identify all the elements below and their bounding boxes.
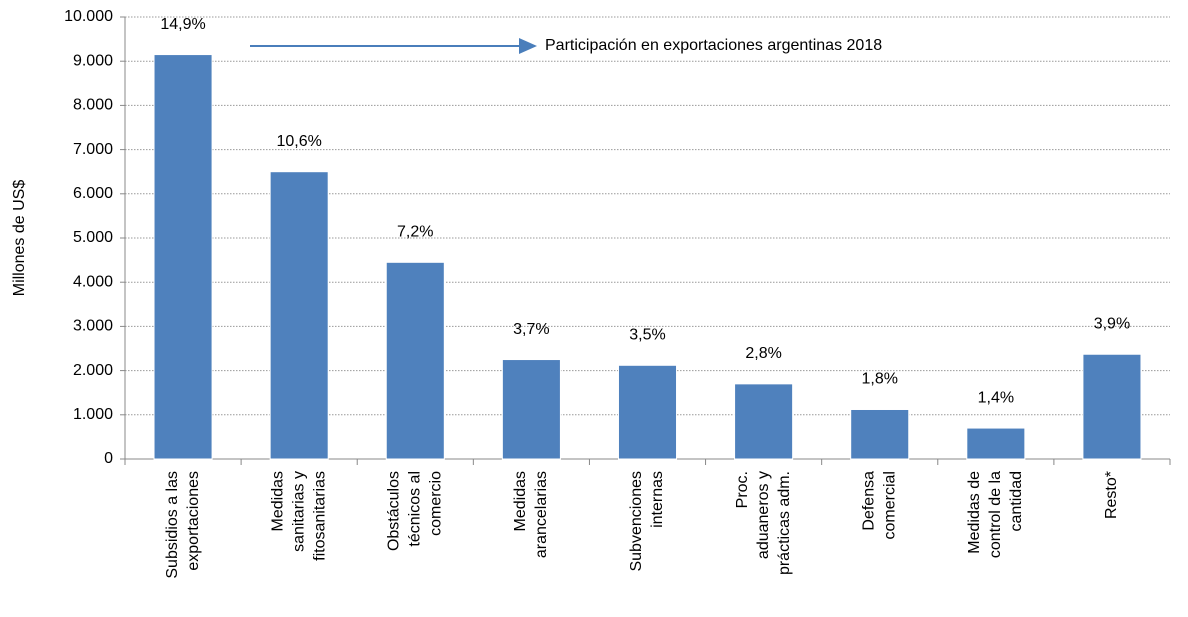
y-tick-label: 2.000 — [73, 362, 113, 379]
x-tick-label: aduaneros y — [755, 471, 772, 559]
data-label: 2,8% — [745, 345, 781, 362]
data-label: 3,9% — [1094, 315, 1130, 332]
data-label: 14,9% — [160, 16, 205, 33]
y-tick-label: 10.000 — [64, 8, 113, 25]
bar — [385, 261, 445, 460]
x-tick-label: comercial — [881, 471, 898, 539]
y-tick-label: 7.000 — [73, 141, 113, 158]
x-tick-label: técnicos al — [406, 471, 423, 547]
x-tick-label: fitosanitarias — [311, 471, 328, 561]
bar — [153, 54, 213, 460]
x-tick-label: control de la — [987, 471, 1004, 558]
x-tick-label: exportaciones — [185, 471, 202, 571]
x-tick-label: internas — [649, 471, 666, 528]
bar — [617, 364, 678, 460]
x-tick-label: Resto* — [1103, 471, 1120, 519]
x-tick-label: cantidad — [1008, 471, 1025, 532]
x-tick-label: Medidas — [269, 471, 286, 531]
x-tick-label: Defensa — [860, 471, 877, 531]
y-tick-label: 0 — [104, 450, 113, 467]
x-tick-label: arancelarias — [533, 471, 550, 558]
y-tick-label: 4.000 — [73, 273, 113, 290]
x-tick-label: prácticas adm. — [776, 471, 793, 575]
x-tick-label: Medidas de — [966, 471, 983, 554]
data-label: 1,4% — [978, 389, 1014, 406]
y-axis-label: Millones de US$ — [11, 180, 28, 297]
data-label: 3,5% — [629, 327, 665, 344]
x-tick-label: sanitarias y — [290, 471, 307, 552]
x-tick-label: Subsidios a las — [164, 471, 181, 579]
y-tick-label: 6.000 — [73, 185, 113, 202]
y-tick-label: 3.000 — [73, 318, 113, 335]
bar — [501, 359, 561, 460]
data-label: 7,2% — [397, 224, 433, 241]
bar — [966, 427, 1026, 460]
x-tick-label: comercio — [427, 471, 444, 536]
y-tick-label: 9.000 — [73, 52, 113, 69]
bar — [1082, 353, 1142, 460]
annotation: Participación en exportaciones argentina… — [545, 37, 882, 54]
x-tick-label: Proc. — [734, 471, 751, 508]
x-tick-label: Medidas — [512, 471, 529, 531]
y-tick-label: 1.000 — [73, 406, 113, 423]
data-label: 10,6% — [276, 133, 321, 150]
bar — [734, 383, 794, 460]
data-label: 3,7% — [513, 321, 549, 338]
bar — [269, 171, 329, 460]
bar — [850, 408, 910, 460]
y-tick-label: 5.000 — [73, 229, 113, 246]
x-tick-label: Obstáculos — [385, 471, 402, 551]
x-tick-label: Subvenciones — [628, 471, 645, 572]
y-tick-label: 8.000 — [73, 97, 113, 114]
data-label: 1,8% — [861, 371, 897, 388]
